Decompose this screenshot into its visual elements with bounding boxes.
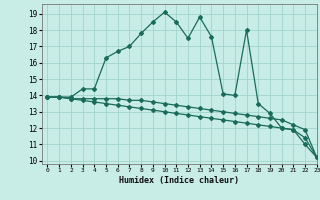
X-axis label: Humidex (Indice chaleur): Humidex (Indice chaleur) [119,176,239,185]
